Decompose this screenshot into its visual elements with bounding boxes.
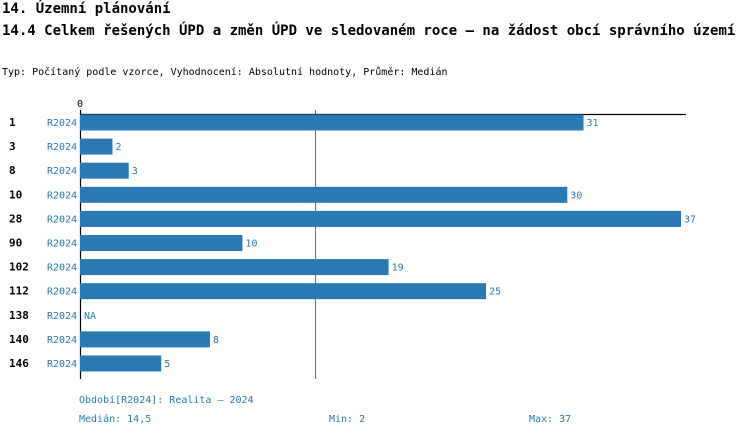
series-label: R2024	[47, 166, 77, 177]
median-stat: Medián: 14,5	[79, 414, 152, 425]
bar	[80, 235, 243, 251]
value-label: 5	[164, 359, 170, 370]
category-label: 10	[9, 188, 22, 201]
bar	[80, 162, 129, 179]
x-tick-label: 0	[77, 99, 83, 110]
category-label: 1	[9, 116, 16, 129]
chart-subtitle: Typ: Počítaný podle vzorce, Vyhodnocení:…	[2, 67, 448, 78]
category-label: 140	[9, 333, 29, 346]
series-label: R2024	[47, 190, 77, 201]
series-label: R2024	[47, 335, 77, 346]
value-label: 30	[570, 190, 582, 201]
bar	[80, 210, 681, 227]
chart-title: 14.4 Celkem řešených ÚPD a změn ÚPD ve s…	[2, 23, 736, 39]
series-label: R2024	[47, 263, 77, 274]
value-label: 3	[132, 166, 138, 177]
series-label: R2024	[47, 118, 77, 129]
category-label: 146	[9, 357, 29, 370]
period-legend: Období[R2024]: Realita – 2024	[79, 395, 254, 406]
category-label: 138	[9, 309, 29, 322]
value-label: 25	[489, 287, 501, 298]
bar	[80, 259, 389, 276]
value-label: NA	[84, 311, 96, 322]
category-label: 28	[9, 212, 22, 225]
value-label: 8	[213, 335, 219, 346]
bar	[80, 186, 568, 203]
series-label: R2024	[47, 359, 77, 370]
series-label: R2024	[47, 239, 77, 250]
bar	[80, 283, 487, 300]
value-label: 10	[245, 239, 257, 250]
category-label: 90	[9, 237, 22, 250]
bar	[80, 114, 584, 131]
category-label: 112	[9, 285, 29, 298]
category-label: 3	[9, 140, 16, 153]
max-stat: Max: 37	[529, 414, 572, 425]
value-label: 37	[684, 214, 696, 225]
category-label: 102	[9, 261, 29, 274]
bar	[80, 138, 113, 155]
bar	[80, 355, 162, 372]
min-stat: Min: 2	[329, 414, 366, 425]
series-label: R2024	[47, 287, 77, 298]
series-label: R2024	[47, 214, 77, 225]
series-label: R2024	[47, 311, 77, 322]
value-label: 2	[115, 142, 121, 153]
bar	[80, 331, 210, 348]
value-label: 31	[587, 118, 599, 129]
series-label: R2024	[47, 142, 77, 153]
section-title: 14. Územní plánování	[2, 1, 171, 17]
category-label: 8	[9, 164, 16, 177]
value-label: 19	[392, 263, 404, 274]
